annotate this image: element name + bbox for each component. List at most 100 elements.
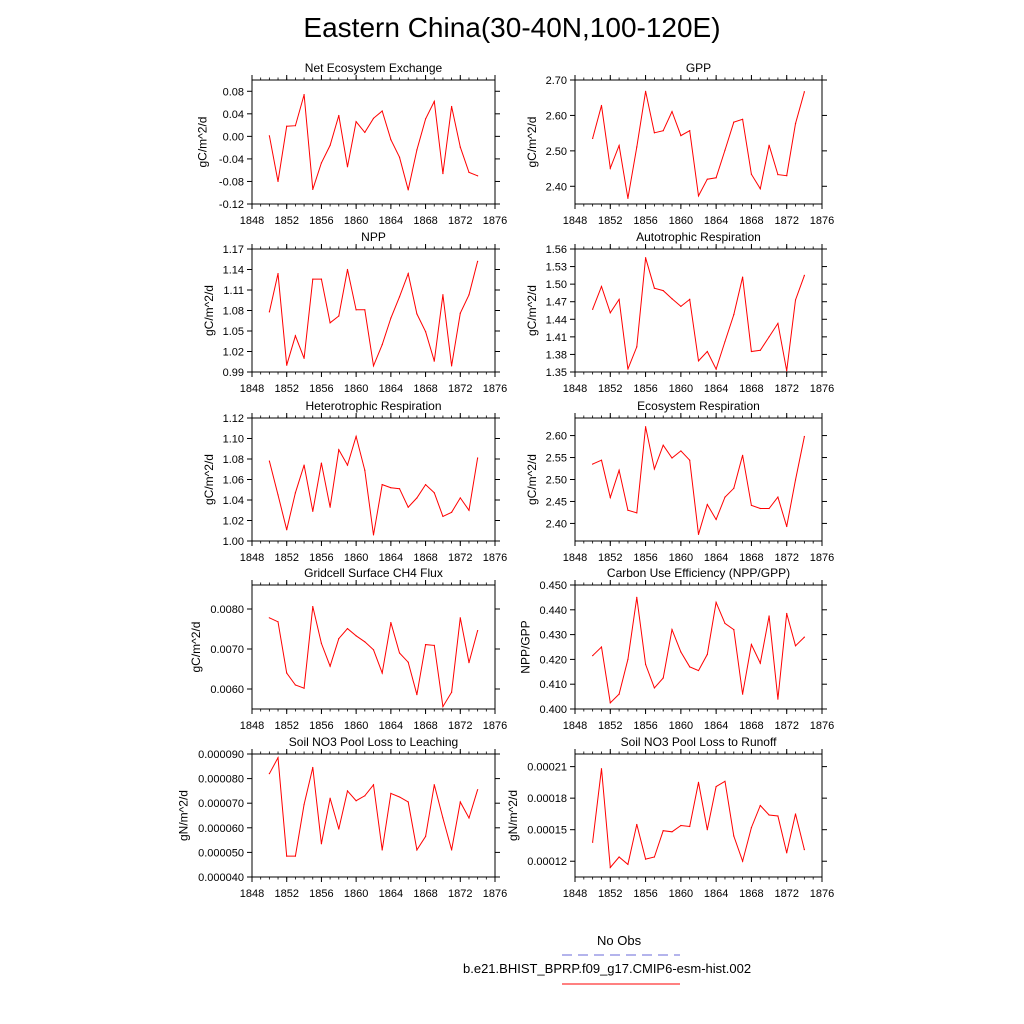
data-point bbox=[398, 296, 401, 298]
data-point bbox=[346, 166, 349, 168]
data-point bbox=[381, 849, 383, 851]
data-point bbox=[600, 768, 603, 770]
data-point bbox=[294, 125, 296, 127]
y-tick-label: 1.08 bbox=[223, 306, 244, 318]
data-point bbox=[689, 130, 691, 132]
data-point bbox=[312, 606, 314, 608]
x-tick-label: 1856 bbox=[633, 215, 657, 227]
data-point bbox=[390, 622, 392, 624]
x-tick-label: 1872 bbox=[448, 552, 472, 564]
y-tick-label: 0.04 bbox=[223, 109, 244, 121]
plot-frame bbox=[251, 248, 496, 373]
data-point bbox=[759, 349, 761, 351]
data-point bbox=[653, 287, 655, 289]
data-point bbox=[459, 312, 461, 314]
data-point bbox=[671, 457, 673, 459]
data-point bbox=[364, 641, 366, 643]
data-point bbox=[451, 365, 453, 367]
data-point bbox=[398, 796, 401, 798]
y-tick-label: 1.56 bbox=[546, 244, 567, 256]
data-point bbox=[697, 533, 700, 536]
y-tick-label: 1.50 bbox=[546, 279, 567, 291]
x-tick-label: 1852 bbox=[598, 888, 622, 900]
data-point bbox=[609, 702, 611, 704]
data-point bbox=[286, 529, 288, 531]
data-point bbox=[759, 188, 761, 190]
data-point bbox=[303, 357, 305, 359]
x-tick-label: 1860 bbox=[344, 720, 368, 732]
data-point bbox=[759, 662, 761, 664]
data-point bbox=[733, 629, 735, 631]
y-tick-label: 0.000050 bbox=[198, 847, 244, 859]
data-point bbox=[768, 144, 770, 146]
data-point bbox=[592, 308, 594, 310]
chart-panel: Carbon Use Efficiency (NPP/GPP) 1848 1852 1… bbox=[519, 566, 835, 732]
x-tick-label: 1860 bbox=[344, 383, 368, 395]
data-point bbox=[600, 646, 603, 648]
data-point bbox=[442, 706, 444, 708]
data-point bbox=[592, 137, 594, 140]
x-tick-label: 1860 bbox=[669, 383, 693, 395]
x-tick-label: 1868 bbox=[739, 383, 763, 395]
data-point bbox=[451, 849, 453, 851]
data-point bbox=[803, 849, 805, 851]
series-line bbox=[592, 597, 805, 704]
data-point bbox=[742, 118, 744, 120]
data-point bbox=[644, 858, 647, 860]
data-point bbox=[286, 125, 288, 127]
x-tick-label: 1848 bbox=[563, 888, 587, 900]
panel-title: GPP bbox=[686, 61, 711, 75]
data-point bbox=[364, 469, 366, 471]
data-point bbox=[697, 669, 700, 672]
x-tick-label: 1856 bbox=[309, 215, 333, 227]
data-point bbox=[644, 90, 647, 92]
data-point bbox=[433, 492, 435, 494]
x-tick-label: 1864 bbox=[379, 720, 403, 732]
x-tick-label: 1852 bbox=[274, 552, 298, 564]
data-point bbox=[786, 612, 788, 615]
x-tick-label: 1872 bbox=[448, 720, 472, 732]
data-point bbox=[662, 130, 664, 132]
data-point bbox=[372, 784, 375, 786]
chart-panel: Soil NO3 Pool Loss to Runoff 1848 1852 1856… bbox=[506, 735, 834, 900]
panel-title: Net Ecosystem Exchange bbox=[305, 61, 443, 75]
data-point bbox=[338, 114, 340, 117]
panel-title: Gridcell Surface CH4 Flux bbox=[304, 566, 443, 580]
data-point bbox=[346, 464, 349, 466]
data-point bbox=[407, 273, 409, 275]
data-point bbox=[364, 309, 366, 311]
y-axis-label: gN/m^2/d bbox=[177, 790, 191, 841]
x-tick-label: 1860 bbox=[344, 888, 368, 900]
data-point bbox=[627, 368, 629, 370]
data-point bbox=[346, 790, 349, 792]
y-tick-label: 0.00012 bbox=[527, 856, 567, 868]
y-tick-label: 1.02 bbox=[223, 516, 244, 528]
data-point bbox=[689, 825, 691, 828]
data-point bbox=[329, 322, 331, 324]
y-tick-label: 1.14 bbox=[223, 265, 244, 277]
data-point bbox=[706, 350, 708, 353]
data-point bbox=[680, 305, 682, 307]
data-point bbox=[338, 828, 340, 830]
chart-panel: Gridcell Surface CH4 Flux 1848 1852 1856 186… bbox=[189, 566, 507, 732]
data-point bbox=[600, 285, 603, 288]
y-tick-label: 2.55 bbox=[546, 453, 567, 465]
x-tick-label: 1876 bbox=[483, 215, 507, 227]
data-point bbox=[600, 104, 603, 107]
data-point bbox=[680, 651, 682, 653]
data-point bbox=[627, 863, 629, 865]
data-point bbox=[355, 121, 357, 123]
data-point bbox=[689, 666, 691, 668]
data-point bbox=[268, 311, 270, 313]
x-tick-label: 1868 bbox=[739, 888, 763, 900]
data-point bbox=[459, 497, 461, 499]
data-point bbox=[424, 331, 427, 333]
panel-title: Carbon Use Efficiency (NPP/GPP) bbox=[607, 566, 790, 580]
data-point bbox=[697, 195, 700, 197]
x-tick-label: 1868 bbox=[413, 215, 437, 227]
x-tick-label: 1864 bbox=[704, 720, 728, 732]
data-point bbox=[662, 289, 664, 292]
y-axis-label: gC/m^2/d bbox=[196, 117, 210, 168]
data-point bbox=[416, 313, 418, 315]
x-tick-label: 1848 bbox=[240, 552, 264, 564]
